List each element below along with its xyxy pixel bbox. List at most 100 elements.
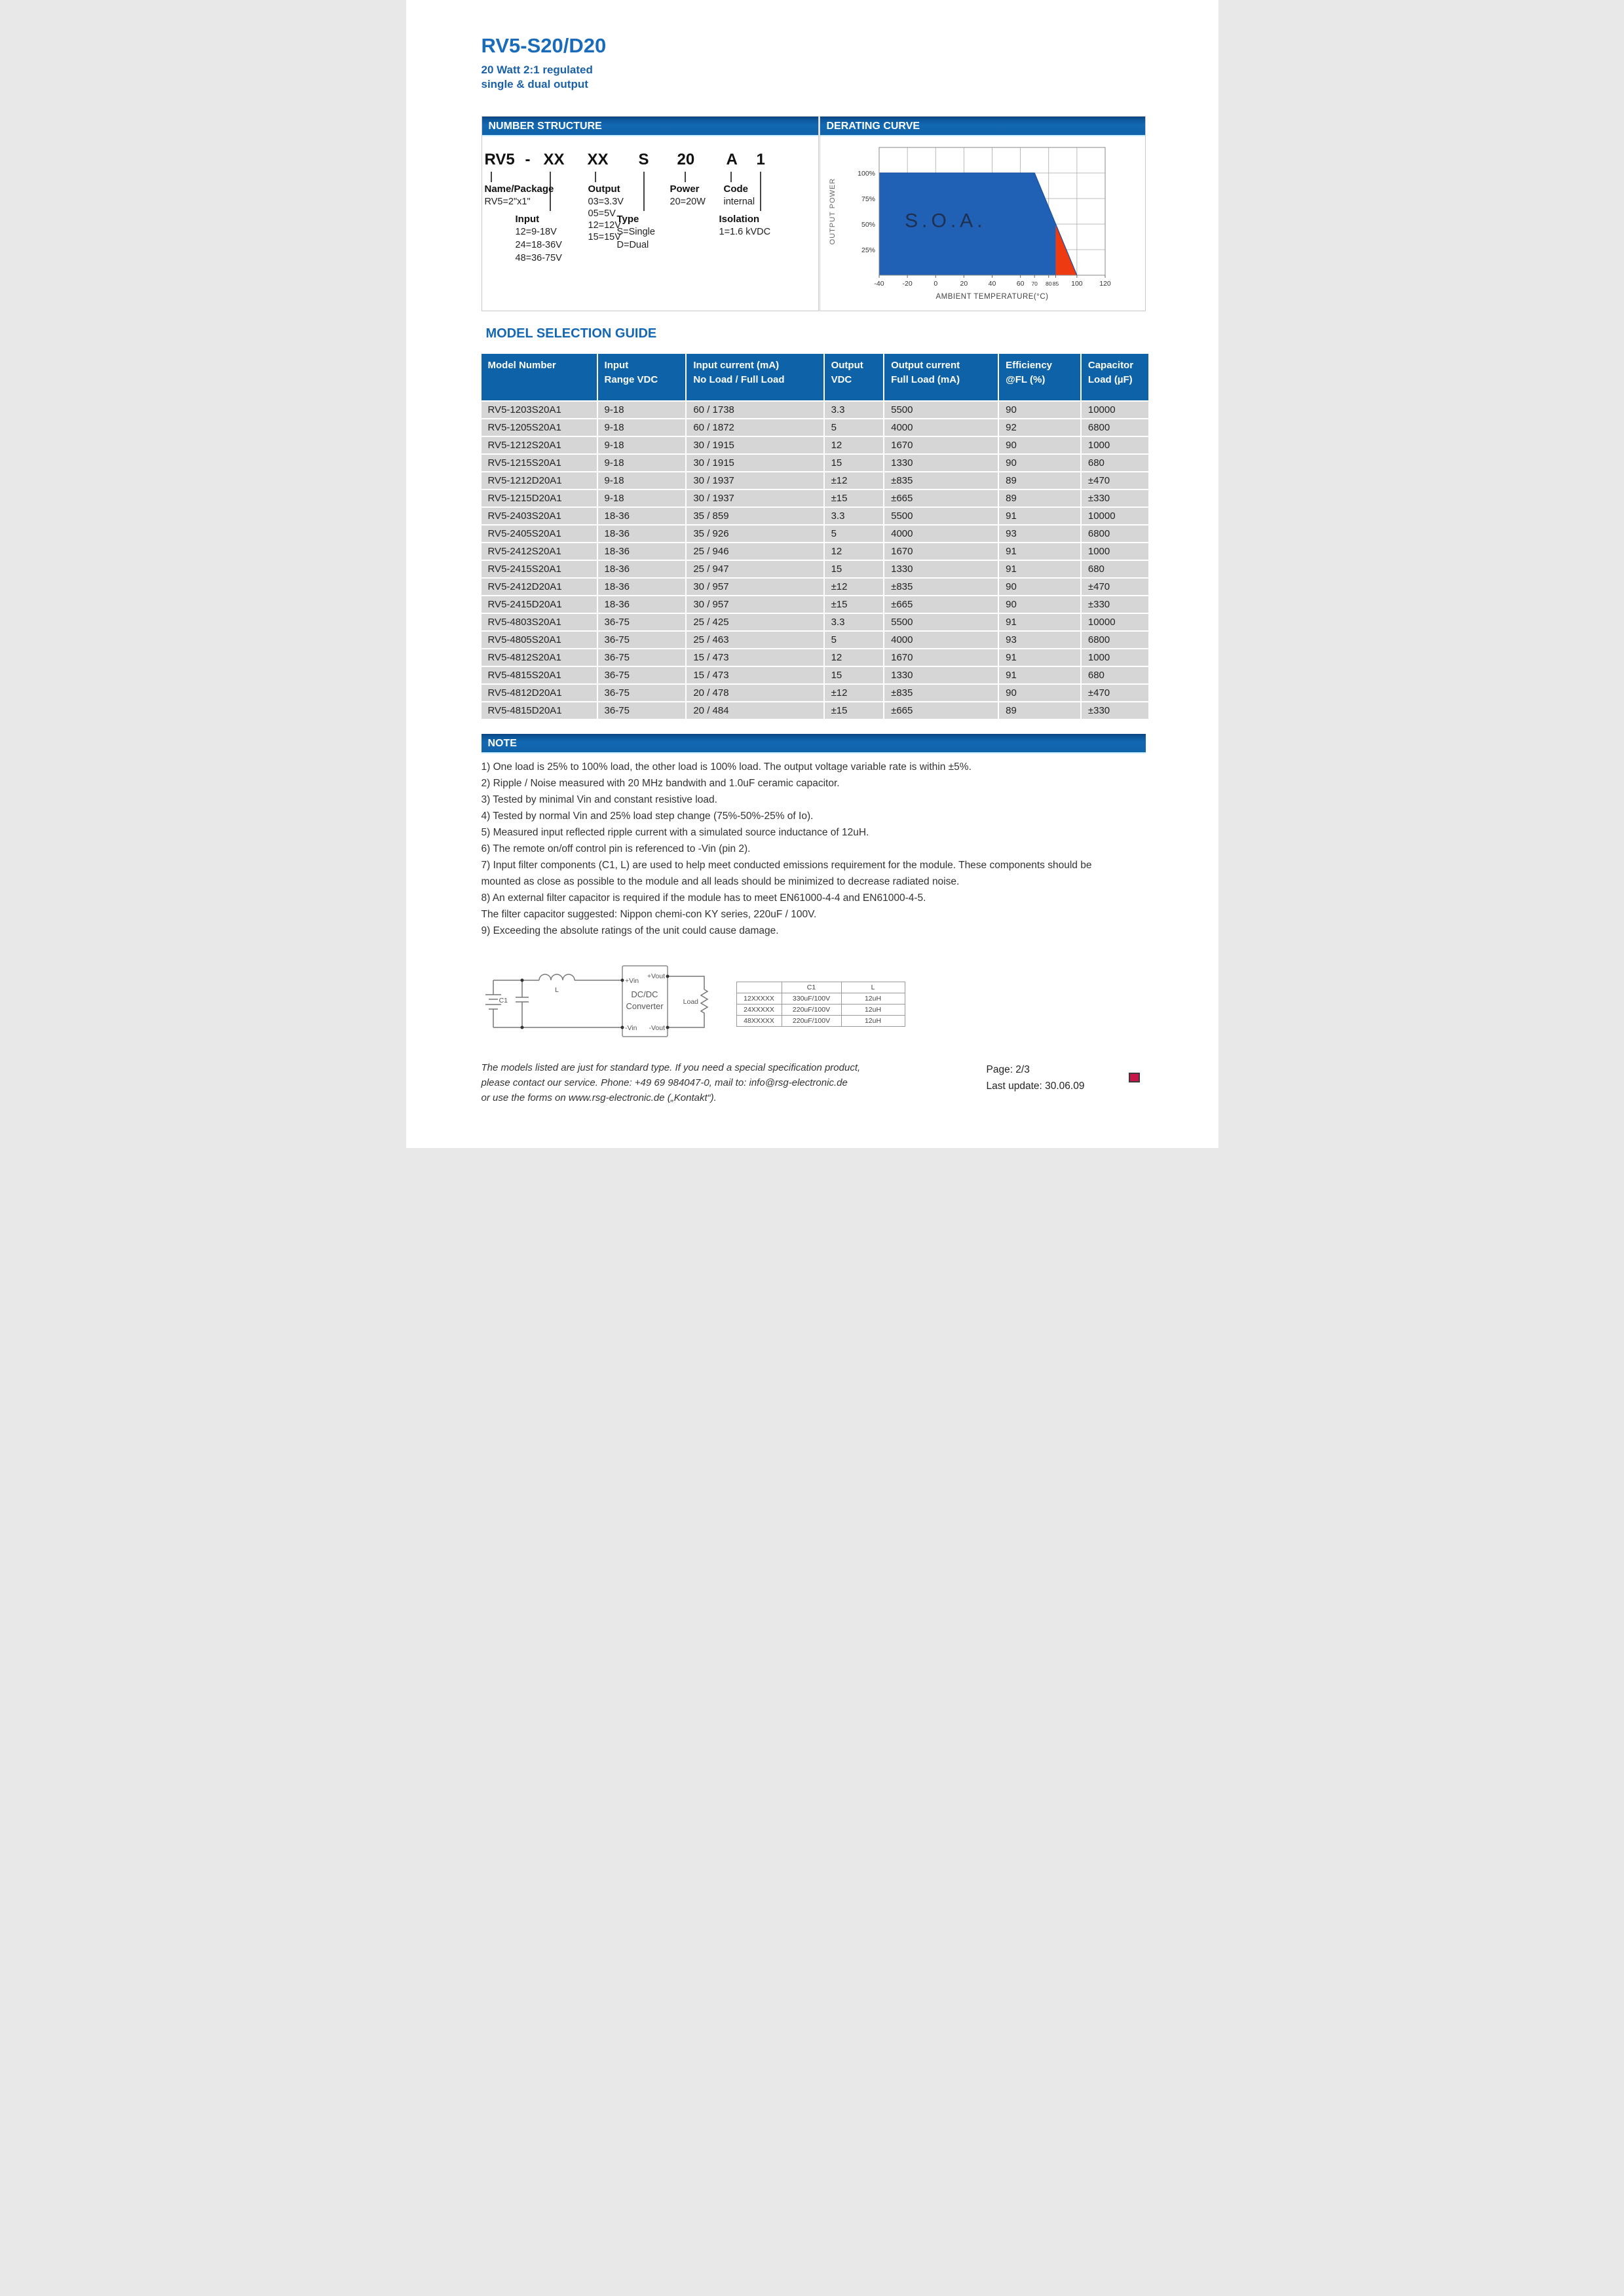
- number-structure-section: NUMBER STRUCTURE RV5 - XX XX S 20 A 1 Na…: [481, 116, 819, 311]
- table-cell: 36-75: [597, 702, 686, 719]
- x-tick-label: 70: [1031, 280, 1038, 287]
- c1-label: C1: [499, 997, 508, 1004]
- table-cell: 93: [999, 632, 1080, 648]
- y-tick-label: 100%: [858, 170, 875, 178]
- filter-table-row: 12XXXXX 330uF/100V 12uH: [736, 993, 905, 1004]
- group-value: internal: [723, 197, 755, 207]
- note-item: 2) Ripple / Noise measured with 20 MHz b…: [481, 778, 840, 789]
- col-header-output-current: Output current Full Load (mA): [884, 354, 998, 400]
- table-cell: 18-36: [597, 561, 686, 577]
- code-segment-input: XX: [543, 151, 565, 168]
- filter-table-cell: 12uH: [840, 993, 905, 1004]
- table-cell: 5500: [884, 614, 998, 630]
- table-cell: 3.3: [824, 402, 884, 418]
- table-cell: 25 / 947: [687, 561, 823, 577]
- pin-dot: [666, 1025, 669, 1029]
- table-cell: 10000: [1081, 614, 1148, 630]
- table-cell: 35 / 859: [687, 508, 823, 524]
- code-segment-output: XX: [587, 151, 609, 168]
- group-value: 05=5V: [588, 208, 616, 219]
- table-cell: ±330: [1081, 702, 1148, 719]
- table-cell: 20 / 478: [687, 685, 823, 701]
- table-cell: 18-36: [597, 526, 686, 542]
- x-tick-label: 60: [1016, 280, 1024, 288]
- page-title: RV5-S20/D20: [481, 34, 607, 57]
- table-cell: RV5-1203S20A1: [481, 402, 597, 418]
- table-cell: 90: [999, 402, 1080, 418]
- datasheet-page: RV5-S20/D20 20 Watt 2:1 regulated single…: [406, 0, 1218, 1148]
- table-cell: 1670: [884, 437, 998, 453]
- table-cell: 36-75: [597, 614, 686, 630]
- table-cell: 3.3: [824, 614, 884, 630]
- filter-col-blank: [736, 982, 782, 993]
- table-cell: 12: [824, 543, 884, 560]
- application-circuit: C1 L +Vin -Vin +Vout -Vout Load DC/DC Co…: [482, 957, 724, 1055]
- table-cell: ±330: [1081, 596, 1148, 613]
- table-cell: 25 / 946: [687, 543, 823, 560]
- filter-table-header-row: C1 L: [736, 982, 905, 993]
- table-cell: RV5-4803S20A1: [481, 614, 597, 630]
- table-cell: 1330: [884, 455, 998, 471]
- table-row: RV5-1215S20A1 9-18 30 / 1915 15 1330 90 680: [481, 455, 1148, 471]
- table-cell: 12: [824, 437, 884, 453]
- soa-annotation: S.O.A.: [905, 210, 986, 232]
- table-cell: 30 / 1915: [687, 437, 823, 453]
- wire: [667, 976, 705, 989]
- table-cell: 36-75: [597, 649, 686, 666]
- pin-dot: [620, 1025, 624, 1029]
- load-resistor-symbol: [700, 989, 708, 1016]
- table-cell: 9-18: [597, 402, 686, 418]
- table-cell: 6800: [1081, 419, 1148, 436]
- table-cell: 15: [824, 455, 884, 471]
- table-cell: 6800: [1081, 632, 1148, 648]
- table-cell: 9-18: [597, 419, 686, 436]
- filter-table-cell: 12XXXXX: [736, 993, 782, 1004]
- table-row: RV5-1212D20A1 9-18 30 / 1937 ±12 ±835 89 ±470: [481, 472, 1148, 489]
- table-cell: 90: [999, 579, 1080, 595]
- table-cell: 91: [999, 543, 1080, 560]
- table-row: RV5-1215D20A1 9-18 30 / 1937 ±15 ±665 89 ±330: [481, 490, 1148, 507]
- table-cell: 89: [999, 702, 1080, 719]
- x-axis-title: AMBIENT TEMPERATURE(°C): [935, 293, 1048, 301]
- table-cell: ±665: [884, 490, 998, 507]
- connector-line: [549, 172, 551, 211]
- table-cell: 90: [999, 596, 1080, 613]
- table-cell: 4000: [884, 632, 998, 648]
- table-cell: ±835: [884, 579, 998, 595]
- group-value: 12=12V: [588, 220, 621, 231]
- group-label-power: Power: [670, 183, 700, 195]
- filter-table-body: 12XXXXX 330uF/100V 12uH 24XXXXX 220uF/100V 12…: [736, 993, 905, 1027]
- table-cell: 91: [999, 508, 1080, 524]
- group-value: 20=20W: [670, 197, 706, 207]
- table-cell: 10000: [1081, 508, 1148, 524]
- filter-table-row: 48XXXXX 220uF/100V 12uH: [736, 1015, 905, 1027]
- table-cell: ±15: [824, 596, 884, 613]
- table-cell: RV5-2415D20A1: [481, 596, 597, 613]
- group-value: RV5=2"x1": [484, 197, 531, 207]
- table-cell: 9-18: [597, 490, 686, 507]
- table-cell: 12: [824, 649, 884, 666]
- table-cell: 18-36: [597, 596, 686, 613]
- table-cell: RV5-2405S20A1: [481, 526, 597, 542]
- table-cell: 1670: [884, 649, 998, 666]
- model-table: Model Number Input Range VDC Input curren…: [480, 353, 1150, 720]
- vin-pos-label: +Vin: [625, 977, 639, 985]
- table-cell: 3.3: [824, 508, 884, 524]
- table-cell: 4000: [884, 419, 998, 436]
- table-cell: 35 / 926: [687, 526, 823, 542]
- note-item: 1) One load is 25% to 100% load, the oth…: [481, 761, 972, 773]
- table-cell: 5: [824, 526, 884, 542]
- table-row: RV5-4812D20A1 36-75 20 / 478 ±12 ±835 90 ±470: [481, 685, 1148, 701]
- table-cell: 91: [999, 649, 1080, 666]
- code-segment-code: A: [726, 151, 738, 168]
- table-cell: 9-18: [597, 472, 686, 489]
- table-cell: RV5-1215S20A1: [481, 455, 597, 471]
- filter-col-c1: C1: [781, 982, 842, 993]
- max-load-boundary-line: [878, 172, 1077, 276]
- table-row: RV5-1212S20A1 9-18 30 / 1915 12 1670 90 1000: [481, 437, 1148, 453]
- table-cell: 91: [999, 667, 1080, 683]
- table-cell: 1000: [1081, 649, 1148, 666]
- subtitle-line-2: single & dual output: [481, 78, 588, 90]
- filter-table-cell: 12uH: [840, 1004, 905, 1016]
- load-label: Load: [683, 998, 698, 1006]
